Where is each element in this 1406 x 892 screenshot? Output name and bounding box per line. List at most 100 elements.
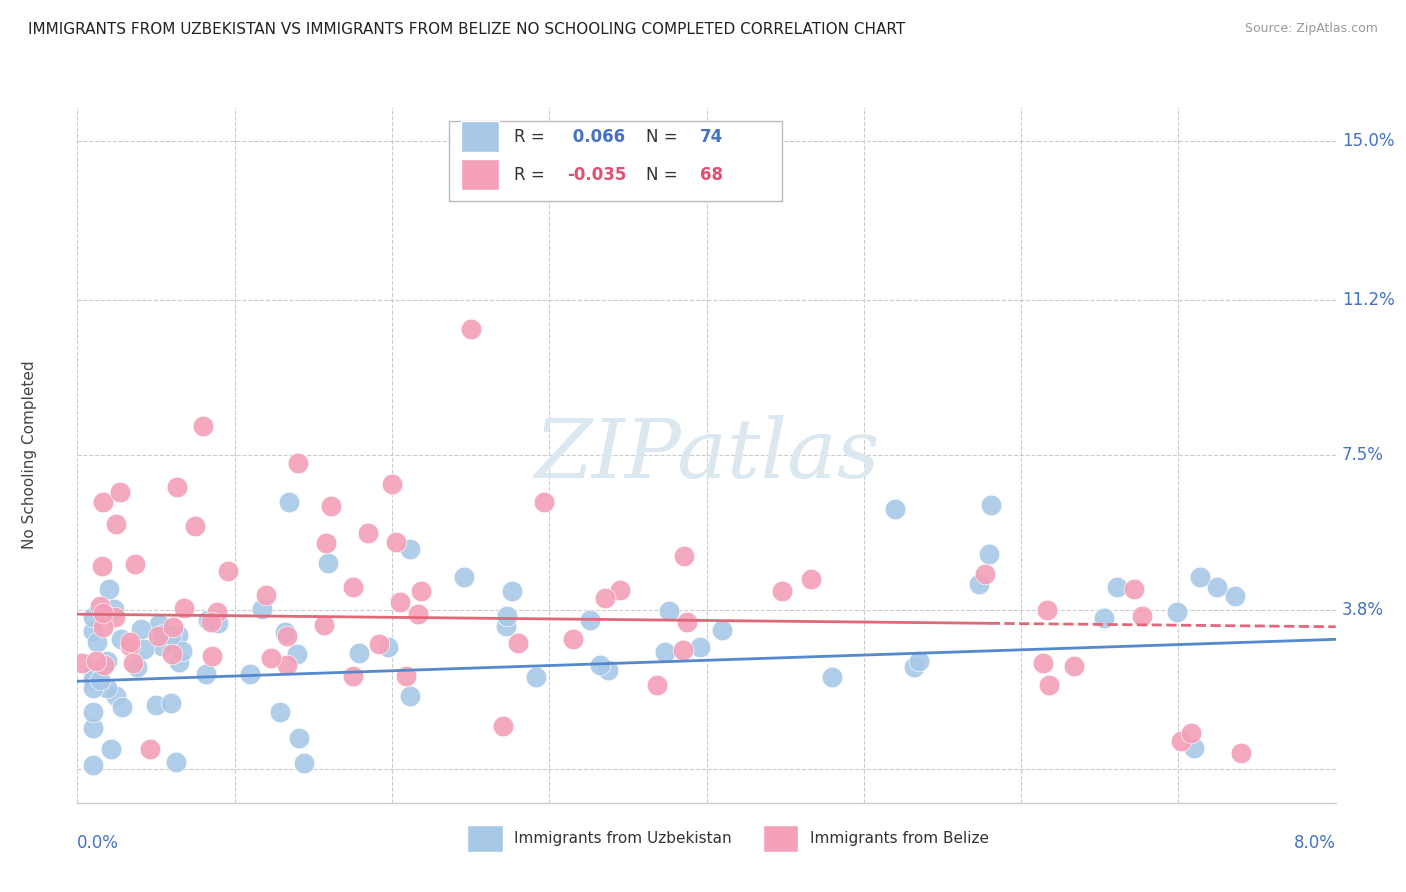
Point [533,494,555,508]
Point [82,667,104,681]
Point [658,604,681,618]
Point [82,681,104,695]
Point [108,484,131,499]
Text: Source: ZipAtlas.com: Source: ZipAtlas.com [1244,22,1378,36]
Point [191,418,215,433]
Point [201,648,224,663]
Point [1123,582,1146,596]
Point [165,755,187,769]
Point [132,642,155,657]
Point [561,632,583,647]
Point [496,609,519,624]
Point [492,718,515,732]
Point [770,584,793,599]
Text: 3.8%: 3.8% [1341,601,1384,619]
FancyBboxPatch shape [763,825,799,852]
Point [399,690,422,704]
Point [239,666,262,681]
Point [167,655,190,669]
Point [200,615,222,629]
Point [82,673,104,688]
Point [91,620,114,634]
Point [501,583,523,598]
Point [205,605,228,619]
Point [342,580,364,594]
Point [506,636,529,650]
Text: R =: R = [515,128,550,145]
Point [89,673,111,688]
Point [589,658,612,673]
Point [274,625,297,640]
Point [184,519,207,533]
Point [276,630,298,644]
Text: 74: 74 [700,128,724,145]
Point [110,632,132,646]
Point [86,635,108,649]
Point [321,499,343,513]
Point [150,639,173,653]
Point [1063,658,1085,673]
Point [689,640,711,654]
Point [1223,590,1246,604]
Point [460,322,482,336]
Point [287,456,309,470]
Point [82,610,104,624]
Point [70,656,93,670]
Text: 68: 68 [700,166,723,184]
Point [710,624,733,638]
Point [884,502,907,516]
Point [671,643,693,657]
Point [381,477,404,491]
Point [207,615,229,630]
Point [979,547,1001,561]
Point [907,654,929,668]
Point [104,517,127,532]
Point [82,706,104,720]
Point [152,627,174,641]
FancyBboxPatch shape [461,120,499,152]
Point [1130,609,1153,624]
Point [1206,580,1229,594]
Point [250,602,273,616]
Point [97,582,120,596]
Point [260,651,283,665]
Point [139,742,162,756]
Text: 0.066: 0.066 [567,128,624,145]
Point [103,602,125,616]
Point [118,634,141,648]
Point [676,615,699,629]
Point [385,534,408,549]
Point [104,610,127,624]
Point [100,741,122,756]
Point [82,624,104,638]
Text: Immigrants from Uzbekistan: Immigrants from Uzbekistan [515,830,731,846]
Point [315,535,337,549]
FancyBboxPatch shape [467,825,503,852]
Point [654,645,676,659]
Point [411,583,433,598]
Point [194,667,217,681]
Point [316,557,339,571]
Point [91,559,114,574]
Point [349,646,371,660]
Point [980,498,1002,512]
Point [1180,726,1202,740]
Point [1092,610,1115,624]
Point [593,591,616,606]
Point [1038,678,1060,692]
Text: 15.0%: 15.0% [1341,132,1395,150]
Point [1032,656,1054,670]
Point [406,607,429,621]
Point [217,564,239,578]
Point [160,696,183,710]
FancyBboxPatch shape [461,159,499,190]
Point [277,495,299,509]
Point [82,666,104,681]
Point [524,670,547,684]
Point [111,700,134,714]
Point [800,572,823,586]
Text: 11.2%: 11.2% [1341,291,1395,309]
Point [93,657,115,672]
Point [288,731,311,745]
Point [967,576,990,591]
